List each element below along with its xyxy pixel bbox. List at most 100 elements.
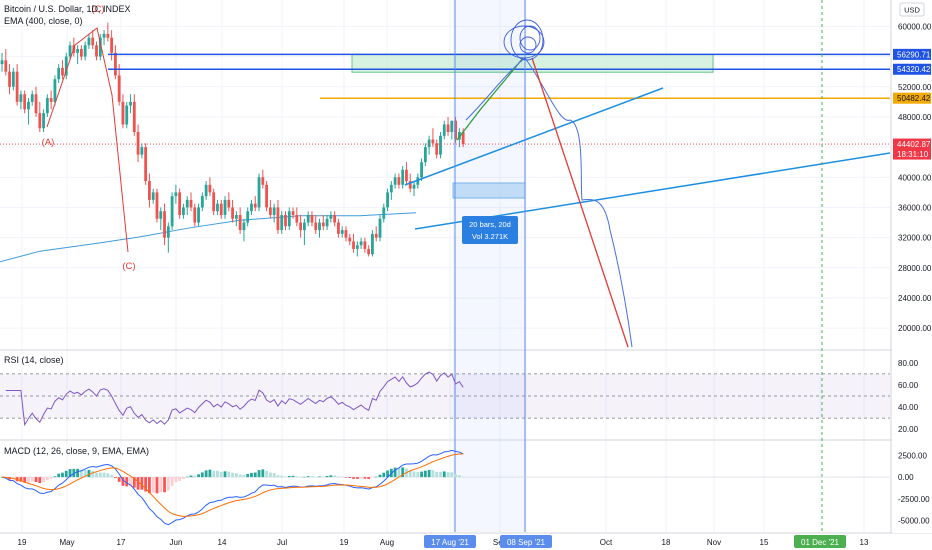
- candle-body: [117, 75, 121, 102]
- y-tick-label: 28000.00: [898, 264, 932, 273]
- y-tick-label: 52000.00: [898, 83, 932, 92]
- macd-histogram-bar: [250, 472, 253, 478]
- candle-body: [182, 207, 185, 215]
- projection-curve[interactable]: [465, 57, 633, 348]
- candle-body: [427, 139, 431, 148]
- candle-body: [34, 94, 38, 114]
- scribble-circle[interactable]: [510, 19, 544, 61]
- macd-histogram-bar: [253, 472, 257, 478]
- macd-histogram-bar: [132, 477, 136, 488]
- macd-histogram-bar: [76, 468, 79, 478]
- y-tick-label: 40000.00: [898, 173, 932, 182]
- x-tick-label: May: [59, 538, 74, 547]
- projection-up[interactable]: [456, 57, 524, 141]
- candle-body: [393, 177, 397, 185]
- scribble-circle[interactable]: [519, 25, 541, 51]
- rsi-label[interactable]: RSI (14, close): [4, 355, 64, 365]
- candle-body: [95, 45, 98, 57]
- scribble-circle[interactable]: [519, 36, 537, 54]
- price-label-tag[interactable]: 56290.71: [893, 48, 931, 60]
- price-label-text: 54320.42: [897, 65, 931, 74]
- price-label-tag[interactable]: 44402.87: [893, 138, 931, 150]
- ema-indicator-label[interactable]: EMA (400, close, 0): [4, 16, 83, 26]
- x-axis-highlight[interactable]: [500, 535, 552, 548]
- currency-badge[interactable]: USD: [899, 2, 925, 17]
- macd-histogram-bar: [367, 477, 371, 479]
- candle-body: [352, 241, 355, 249]
- candle-body: [446, 124, 450, 133]
- candle-body: [261, 177, 265, 185]
- macd-histogram-bar: [57, 473, 61, 478]
- candle-body: [423, 147, 427, 163]
- macd-histogram-bar: [371, 477, 374, 478]
- macd-histogram-bar: [284, 476, 287, 478]
- measure-bars: 20 bars, 20d: [469, 220, 511, 229]
- macd-label[interactable]: MACD (12, 26, close, 9, EMA, EMA): [4, 446, 149, 456]
- macd-histogram-bar: [223, 471, 227, 478]
- macd-histogram-bar: [95, 472, 98, 478]
- chart-title[interactable]: Bitcoin / U.S. Dollar, 1D, INDEX: [4, 4, 131, 14]
- macd-histogram-bar: [378, 474, 382, 478]
- macd-histogram-bar: [30, 477, 34, 482]
- candle-body: [303, 222, 306, 231]
- candle-body: [53, 79, 57, 102]
- candle-body: [287, 211, 291, 227]
- macd-histogram-bar: [19, 477, 23, 482]
- candle-body: [163, 211, 166, 238]
- candle-body: [76, 49, 79, 53]
- macd-histogram-bar: [106, 473, 110, 478]
- wave-path[interactable]: [46, 27, 129, 253]
- rsi-tick-label: 40.00: [898, 403, 919, 412]
- macd-line: [1, 449, 464, 526]
- macd-histogram-bar: [359, 477, 363, 479]
- macd-histogram-bar: [204, 470, 208, 478]
- macd-histogram-bar: [310, 476, 314, 478]
- projection-down[interactable]: [531, 57, 629, 348]
- x-axis-highlight[interactable]: [794, 535, 846, 548]
- trend-line[interactable]: [404, 87, 664, 186]
- macd-histogram-bar: [265, 470, 268, 478]
- candle-body: [454, 120, 457, 140]
- macd-histogram-bar: [340, 476, 344, 478]
- measure-tooltip[interactable]: 20 bars, 20d Vol 3.271K: [462, 216, 518, 244]
- candle-body: [23, 94, 27, 110]
- price-label-tag[interactable]: 54320.42: [893, 63, 931, 75]
- candle-body: [450, 120, 454, 133]
- price-label-text: 44402.87: [897, 140, 931, 149]
- macd-histogram-bar: [34, 477, 38, 482]
- candle-body: [148, 181, 151, 200]
- candle-body: [337, 222, 340, 234]
- x-tick-label: 14: [218, 538, 227, 547]
- x-tick-label: Jun: [170, 538, 183, 547]
- x-axis-highlight[interactable]: [424, 535, 476, 548]
- macd-histogram-bar: [129, 477, 132, 487]
- macd-histogram-bar: [420, 471, 423, 478]
- macd-histogram-bar: [344, 477, 348, 478]
- candle-body: [11, 71, 15, 87]
- candle-body: [185, 199, 189, 208]
- macd-histogram-bar: [98, 472, 102, 478]
- candle-body: [329, 214, 333, 219]
- scribble-circle[interactable]: [503, 25, 545, 59]
- price-label-tag[interactable]: 18:31:10: [893, 148, 931, 160]
- candle-body: [8, 71, 11, 87]
- macd-histogram-bar: [299, 477, 303, 478]
- price-label-tag[interactable]: 50482.42: [893, 92, 931, 104]
- macd-histogram-bar: [276, 475, 280, 478]
- macd-histogram-bar: [325, 475, 329, 478]
- macd-histogram-bar: [114, 477, 117, 478]
- candle-body: [435, 143, 439, 155]
- macd-histogram-bar: [159, 477, 163, 493]
- y-axis-background[interactable]: [892, 0, 932, 533]
- macd-histogram-bar: [91, 470, 95, 478]
- macd-histogram-bar: [238, 474, 242, 478]
- macd-histogram-bar: [121, 477, 125, 486]
- macd-histogram-bar: [423, 470, 427, 478]
- candle-body: [280, 214, 284, 231]
- macd-histogram-bar: [163, 477, 166, 493]
- macd-histogram-bar: [318, 476, 321, 478]
- measure-volume: Vol 3.271K: [472, 232, 508, 241]
- candle-body: [208, 184, 212, 193]
- candle-body: [348, 237, 352, 242]
